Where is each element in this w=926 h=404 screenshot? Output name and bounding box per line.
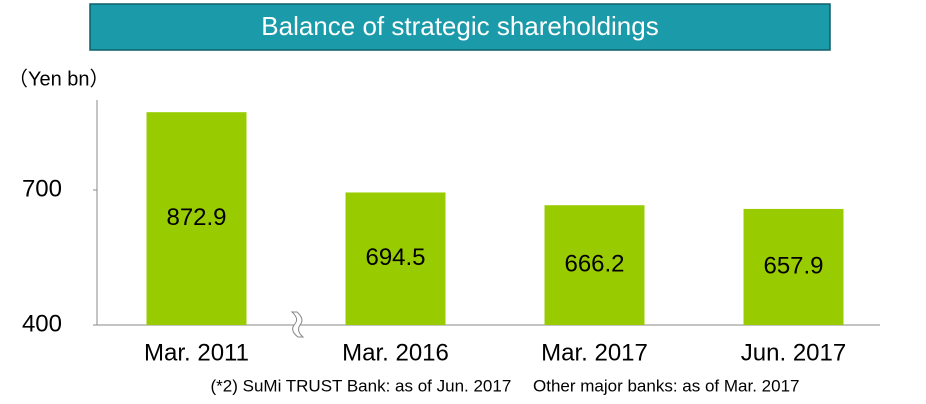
bar <box>743 208 844 325</box>
value-label: 694.5 <box>365 244 425 271</box>
y-tick-label: 400 <box>22 310 62 337</box>
value-label: 657.9 <box>763 252 823 279</box>
bar <box>345 192 446 325</box>
footnote: (*2) SuMi TRUST Bank: as of Jun. 2017 Ot… <box>211 376 800 395</box>
y-tick-label: 700 <box>22 175 62 202</box>
value-label: 872.9 <box>166 204 226 231</box>
bar <box>146 112 247 325</box>
x-tick-label: Mar. 2016 <box>342 339 449 366</box>
y-axis-label: （Yen bn） <box>8 67 110 90</box>
value-label: 666.2 <box>564 250 624 277</box>
title-banner <box>89 3 831 51</box>
bar <box>544 205 645 325</box>
axis-break <box>290 311 305 338</box>
x-tick-label: Mar. 2017 <box>541 339 648 366</box>
x-tick-label: Mar. 2011 <box>144 339 249 366</box>
chart-title: Balance of strategic shareholdings <box>261 11 658 41</box>
x-tick-label: Jun. 2017 <box>741 339 846 366</box>
